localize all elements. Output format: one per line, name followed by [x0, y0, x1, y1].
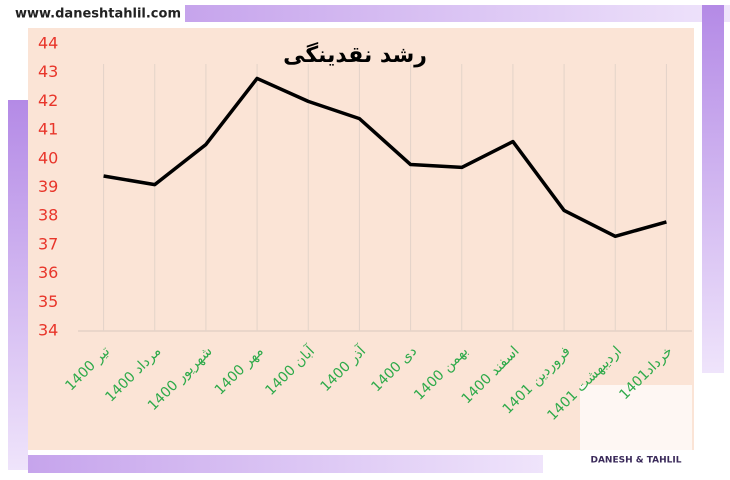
y-tick-label: 36	[38, 263, 58, 282]
y-tick-label: 34	[38, 321, 58, 340]
watermark-url: www.daneshtahlil.com	[15, 7, 181, 22]
y-tick-label: 35	[38, 292, 58, 311]
watermark-logo: DANESH & TAHLIL	[590, 456, 681, 466]
y-tick-label: 37	[38, 234, 58, 253]
decor-bar	[8, 100, 28, 470]
y-tick-label: 41	[38, 120, 58, 139]
y-tick-label: 43	[38, 62, 58, 81]
y-tick-label: 38	[38, 206, 58, 225]
decor-bar	[28, 455, 543, 473]
chart-title: رشد نقدینگی	[283, 41, 427, 68]
data-line	[103, 76, 667, 239]
decor-bar	[702, 5, 724, 373]
y-tick-label: 42	[38, 91, 58, 110]
logo-box	[580, 385, 692, 470]
y-tick-label: 44	[38, 34, 58, 53]
plot-area	[28, 28, 694, 450]
y-tick-label: 40	[38, 148, 58, 167]
y-tick-label: 39	[38, 177, 58, 196]
decor-bar	[185, 5, 730, 22]
